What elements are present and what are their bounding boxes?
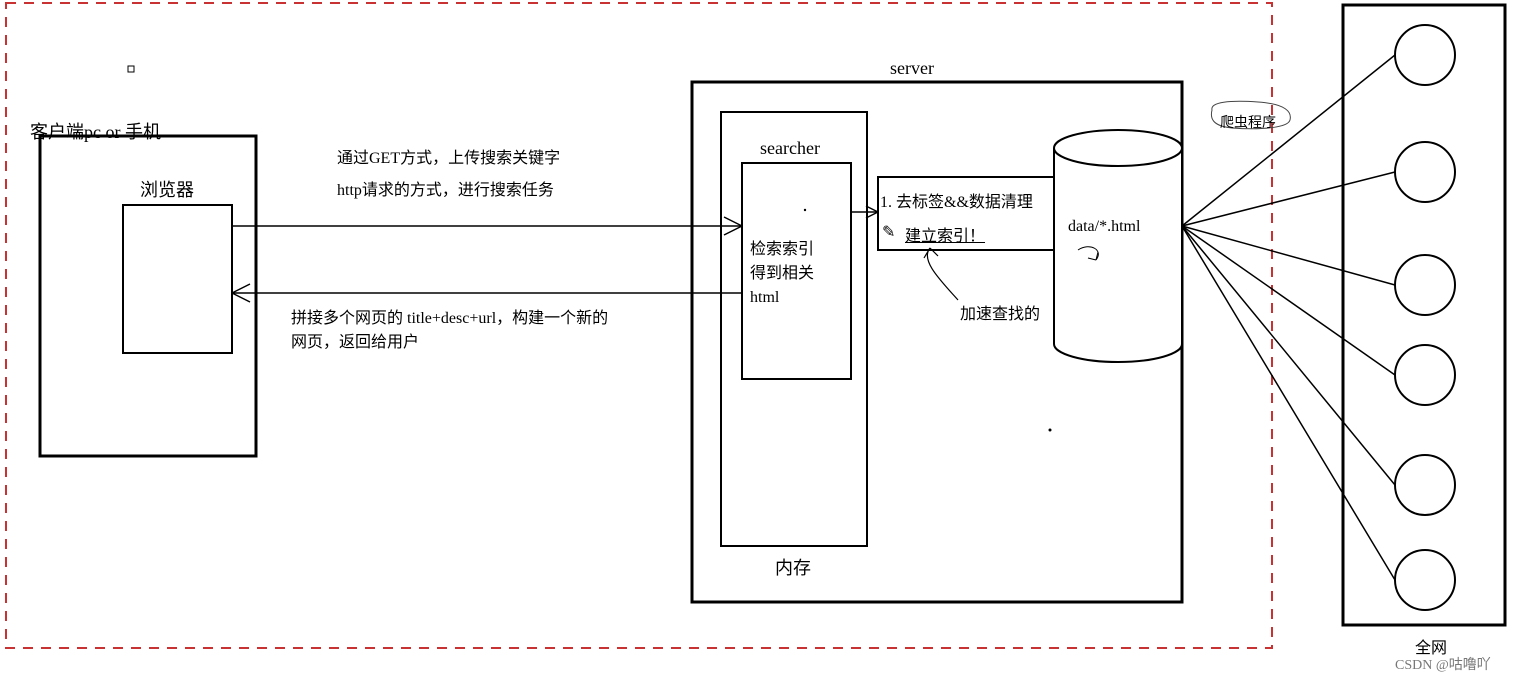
step1-text: 1. 去标签&&数据清理 xyxy=(880,188,1033,212)
diagram-stage: 客户端pc or 手机 浏览器 通过GET方式，上传搜索关键字 http请求的方… xyxy=(0,0,1521,676)
request-text-1: 通过GET方式，上传搜索关键字 xyxy=(337,144,560,168)
searcher-label: searcher xyxy=(760,138,820,159)
pencil-icon: ✎ xyxy=(882,222,895,242)
server-title: server xyxy=(890,58,934,79)
step2-text: 建立索引！ xyxy=(905,222,985,246)
browser-label: 浏览器 xyxy=(140,176,194,202)
watermark: CSDN @咕噜吖 xyxy=(1395,654,1491,674)
client-title: 客户端pc or 手机 xyxy=(30,118,161,144)
note-text: 加速查找的 xyxy=(960,300,1040,324)
svg-layer xyxy=(0,0,1521,676)
memory-label: 内存 xyxy=(775,554,811,580)
cylinder-label: data/*.html xyxy=(1068,218,1140,236)
searcher-text: 检索索引 得到相关 html xyxy=(750,238,814,310)
response-text-1: 拼接多个网页的 title+desc+url，构建一个新的 xyxy=(291,304,608,328)
crawler-label: 爬虫程序 xyxy=(1220,112,1276,132)
request-text-2: http请求的方式，进行搜索任务 xyxy=(337,176,554,200)
response-text-2: 网页，返回给用户 xyxy=(291,328,419,352)
